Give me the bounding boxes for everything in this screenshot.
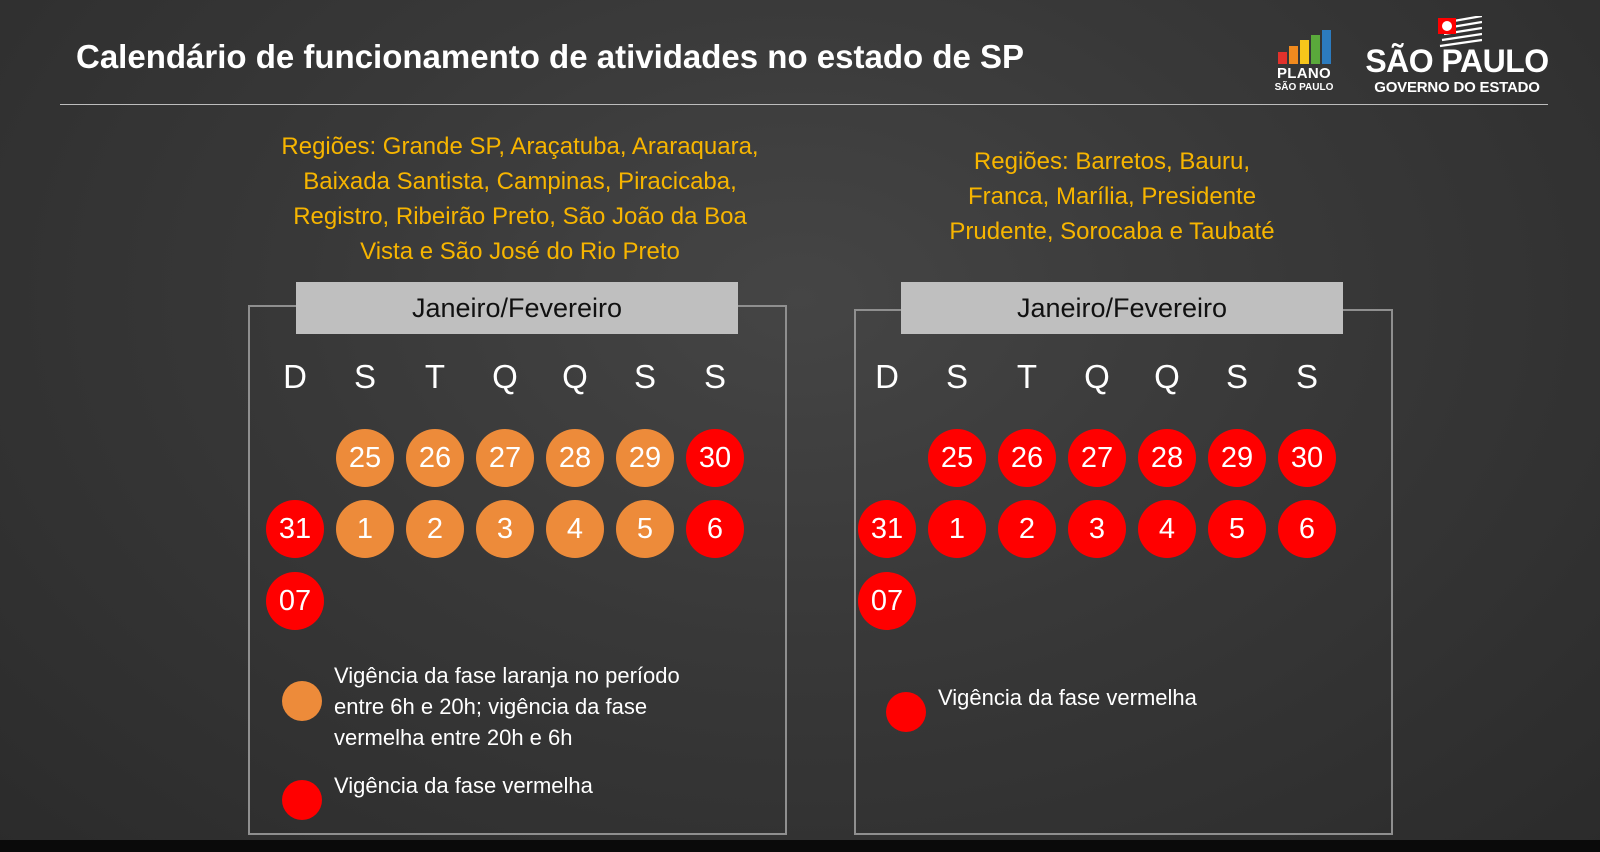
legend-orange-text: Vigência da fase laranja no período entre… [334, 660, 680, 753]
weekday-label: Q [1084, 358, 1110, 395]
legend-red-text: Vigência da fase vermelha [938, 682, 1197, 713]
calendar-day: 28 [546, 429, 604, 487]
weekday-label: S [945, 358, 968, 395]
legend-line: Vigência da fase vermelha [938, 684, 1197, 710]
regions-line: Baixada Santista, Campinas, Piracicaba, [303, 168, 737, 195]
calendar-day: 2 [998, 500, 1056, 558]
weekday-label: D [283, 358, 307, 395]
calendar-day: 07 [858, 572, 916, 630]
sp-flag-icon [1438, 16, 1482, 48]
plano-sao-paulo-logo: PLANO SÃO PAULO [1272, 30, 1334, 93]
legend-line: entre 6h e 20h; vigência da fase [334, 694, 648, 719]
governo-logo-subtext: GOVERNO DO ESTADO [1374, 79, 1540, 96]
plano-bars-icon [1278, 30, 1331, 64]
weekday-label: Q [492, 358, 518, 395]
calendar-day: 4 [546, 500, 604, 558]
regions-left: Regiões: Grande SP, Araçatuba, Araraquar… [250, 129, 790, 269]
legend-red-dot [886, 692, 926, 732]
calendar-day: 1 [928, 500, 986, 558]
calendar-day: 1 [336, 500, 394, 558]
calendar-day: 3 [476, 500, 534, 558]
calendar-day: 25 [336, 429, 394, 487]
calendar-day: 4 [1138, 500, 1196, 558]
weekday-label: S [353, 358, 376, 395]
legend-red-dot [282, 780, 322, 820]
calendar-day: 27 [476, 429, 534, 487]
calendar-day: 30 [1278, 429, 1336, 487]
weekday-label: D [875, 358, 899, 395]
month-header-right: Janeiro/Fevereiro [901, 282, 1343, 334]
governo-logo-text: SÃO PAULO [1365, 43, 1549, 79]
legend-line: vermelha entre 20h e 6h [334, 725, 573, 750]
calendar-day: 29 [1208, 429, 1266, 487]
calendar-day: 28 [1138, 429, 1196, 487]
calendar-day: 25 [928, 429, 986, 487]
calendar-day: 30 [686, 429, 744, 487]
regions-line: Prudente, Sorocaba e Taubaté [949, 218, 1275, 245]
weekday-label: Q [562, 358, 588, 395]
calendar-day: 26 [406, 429, 464, 487]
governo-sp-logo: SÃO PAULO GOVERNO DO ESTADO [1362, 16, 1552, 96]
weekday-label: S [1225, 358, 1248, 395]
calendar-day: 29 [616, 429, 674, 487]
legend-line: Vigência da fase vermelha [334, 772, 593, 798]
legend-orange-dot [282, 681, 322, 721]
regions-line: Regiões: Grande SP, Araçatuba, Araraquar… [281, 133, 759, 160]
weekday-label: T [424, 358, 446, 395]
calendar-day: 27 [1068, 429, 1126, 487]
bottom-bar [0, 840, 1600, 852]
weekday-label: Q [1154, 358, 1180, 395]
calendar-day: 6 [1278, 500, 1336, 558]
regions-right: Regiões: Barretos, Bauru, Franca, Maríli… [912, 144, 1312, 249]
legend-line: Vigência da fase laranja no período [334, 663, 680, 688]
weekday-label: S [703, 358, 726, 395]
plano-logo-subtext: SÃO PAULO [1274, 82, 1334, 93]
calendar-day: 3 [1068, 500, 1126, 558]
regions-line: Franca, Marília, Presidente [967, 183, 1257, 210]
calendar-day: 5 [1208, 500, 1266, 558]
calendar-day: 31 [858, 500, 916, 558]
weekday-label: S [633, 358, 656, 395]
regions-line: Regiões: Barretos, Bauru, [973, 148, 1251, 175]
calendar-day: 31 [266, 500, 324, 558]
legend-red-text: Vigência da fase vermelha [334, 770, 593, 801]
calendar-day: 2 [406, 500, 464, 558]
page-title: Calendário de funcionamento de atividade… [76, 38, 1025, 75]
month-header-left: Janeiro/Fevereiro [296, 282, 738, 334]
calendar-day: 07 [266, 572, 324, 630]
calendar-day: 6 [686, 500, 744, 558]
regions-line: Vista e São José do Rio Preto [360, 238, 680, 265]
plano-logo-text: PLANO [1277, 65, 1331, 82]
weekday-label: T [1016, 358, 1038, 395]
weekday-label: S [1295, 358, 1318, 395]
calendar-day: 26 [998, 429, 1056, 487]
regions-line: Registro, Ribeirão Preto, São João da Bo… [293, 203, 747, 230]
header-divider [60, 104, 1548, 105]
calendar-day: 5 [616, 500, 674, 558]
